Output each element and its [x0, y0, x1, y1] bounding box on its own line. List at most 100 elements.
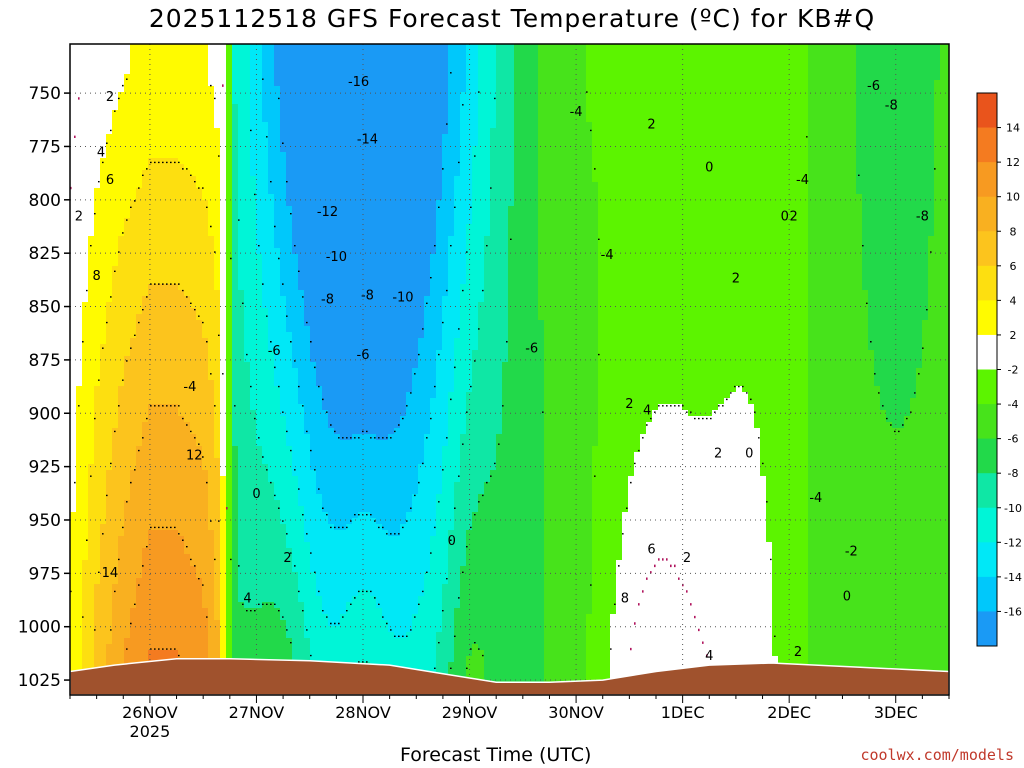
field-cell: [310, 266, 317, 273]
field-cell: [112, 614, 119, 621]
field-cell: [94, 632, 101, 639]
field-cell: [160, 248, 167, 255]
field-cell: [256, 158, 263, 165]
field-cell: [130, 80, 137, 87]
field-cell: [274, 578, 281, 585]
field-cell: [100, 74, 107, 81]
field-cell: [112, 464, 119, 471]
field-cell: [142, 296, 149, 303]
field-cell: [94, 530, 101, 537]
field-cell: [94, 212, 101, 219]
field-cell: [88, 380, 95, 387]
field-cell: [112, 572, 119, 579]
field-cell: [94, 326, 101, 333]
field-cell: [136, 446, 143, 453]
field-cell: [106, 386, 113, 393]
field-cell: [340, 194, 347, 201]
field-cell: [136, 500, 143, 507]
field-cell: [94, 410, 101, 417]
field-cell: [340, 476, 347, 483]
field-cell: [148, 356, 155, 363]
field-cell: [208, 50, 215, 57]
field-cell: [76, 476, 83, 483]
field-cell: [166, 248, 173, 255]
field-cell: [178, 602, 185, 609]
field-cell: [178, 548, 185, 555]
field-cell: [334, 494, 341, 501]
field-cell: [142, 404, 149, 411]
field-cell: [208, 542, 215, 549]
field-cell: [178, 440, 185, 447]
field-cell: [214, 554, 221, 561]
field-cell: [190, 578, 197, 585]
field-cell: [292, 332, 299, 339]
field-cell: [310, 92, 317, 99]
field-cell: [172, 542, 179, 549]
field-cell: [340, 116, 347, 123]
field-cell: [130, 404, 137, 411]
field-cell: [316, 458, 323, 465]
field-cell: [268, 254, 275, 261]
field-cell: [100, 116, 107, 123]
field-cell: [262, 356, 269, 363]
field-cell: [166, 68, 173, 75]
field-cell: [136, 146, 143, 153]
field-cell: [304, 482, 311, 489]
field-cell: [142, 500, 149, 507]
field-cell: [184, 602, 191, 609]
field-cell: [88, 152, 95, 159]
field-cell: [190, 374, 197, 381]
field-cell: [196, 188, 203, 195]
field-cell: [70, 338, 77, 345]
field-cell: [340, 176, 347, 183]
field-cell: [220, 584, 227, 591]
field-cell: [160, 146, 167, 153]
field-cell: [274, 314, 281, 321]
field-cell: [106, 290, 113, 297]
field-cell: [202, 140, 209, 147]
field-cell: [292, 596, 299, 603]
field-cell: [316, 422, 323, 429]
field-cell: [298, 632, 305, 639]
field-cell: [268, 146, 275, 153]
field-cell: [136, 320, 143, 327]
field-cell: [178, 446, 185, 453]
field-cell: [220, 344, 227, 351]
field-cell: [190, 392, 197, 399]
field-cell: [76, 320, 83, 327]
field-cell: [154, 254, 161, 261]
field-cell: [292, 230, 299, 237]
field-cell: [160, 488, 167, 495]
field-cell: [172, 548, 179, 555]
field-cell: [172, 428, 179, 435]
field-cell: [322, 560, 329, 567]
field-cell: [166, 404, 173, 411]
field-cell: [118, 128, 125, 135]
field-cell: [100, 596, 107, 603]
field-cell: [166, 260, 173, 267]
field-cell: [94, 638, 101, 645]
field-cell: [292, 554, 299, 561]
field-cell: [124, 404, 131, 411]
field-cell: [130, 464, 137, 471]
field-cell: [280, 356, 287, 363]
field-cell: [274, 344, 281, 351]
field-cell: [232, 482, 239, 489]
field-cell: [226, 344, 233, 351]
field-cell: [250, 194, 257, 201]
field-cell: [76, 356, 83, 363]
field-cell: [130, 386, 137, 393]
field-cell: [112, 200, 119, 207]
field-cell: [142, 620, 149, 627]
field-cell: [172, 386, 179, 393]
field-cell: [238, 620, 245, 627]
field-cell: [76, 194, 83, 201]
field-cell: [208, 380, 215, 387]
field-cell: [226, 212, 233, 219]
field-cell: [262, 140, 269, 147]
field-cell: [280, 464, 287, 471]
field-cell: [136, 350, 143, 357]
field-cell: [112, 212, 119, 219]
field-cell: [190, 572, 197, 579]
field-cell: [148, 218, 155, 225]
